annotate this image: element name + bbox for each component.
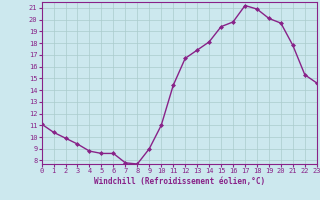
X-axis label: Windchill (Refroidissement éolien,°C): Windchill (Refroidissement éolien,°C) bbox=[94, 177, 265, 186]
